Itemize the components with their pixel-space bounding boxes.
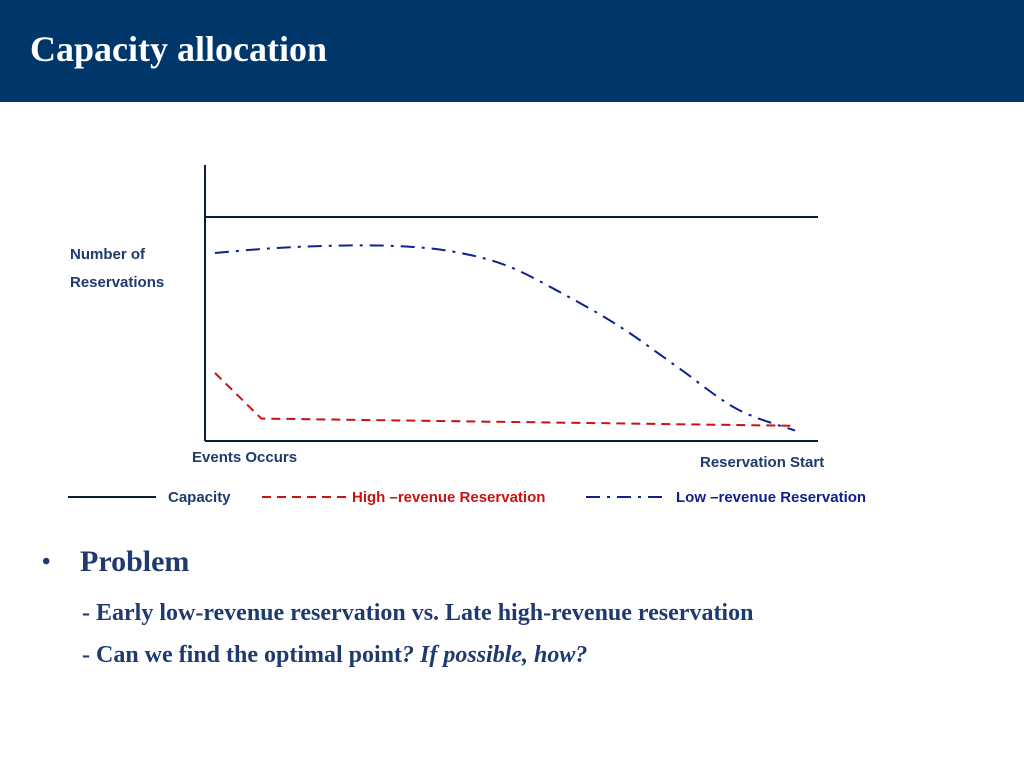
problem-line-2: - Can we find the optimal point? If poss… [82, 642, 587, 669]
x-axis-left-label: Events Occurs [192, 449, 298, 466]
x-axis-right-label: Reservation Start [700, 454, 825, 471]
slide-title: Capacity allocation [30, 29, 327, 69]
series-line-1 [214, 372, 796, 427]
title-bar: Capacity allocation [0, 0, 1024, 102]
y-axis-label: Number of Reservations [70, 241, 164, 297]
bullet-dot: • [42, 549, 51, 575]
problem-line-2-italic: ? If possible, how? [402, 642, 588, 668]
legend-label-low-revenue: Low –revenue Reservation [676, 489, 867, 506]
y-axis-label-line1: Number of [70, 246, 145, 263]
problem-line-2-plain: - Can we find the optimal point [82, 642, 403, 668]
series-line-2 [214, 244, 796, 432]
legend-label-capacity: Capacity [168, 489, 231, 506]
problem-heading: Problem [80, 545, 190, 578]
problem-line-1: - Early low-revenue reservation vs. Late… [82, 600, 754, 626]
legend-label-high-revenue: High –revenue Reservation [352, 489, 546, 506]
y-axis-label-line2: Reservations [70, 274, 165, 291]
